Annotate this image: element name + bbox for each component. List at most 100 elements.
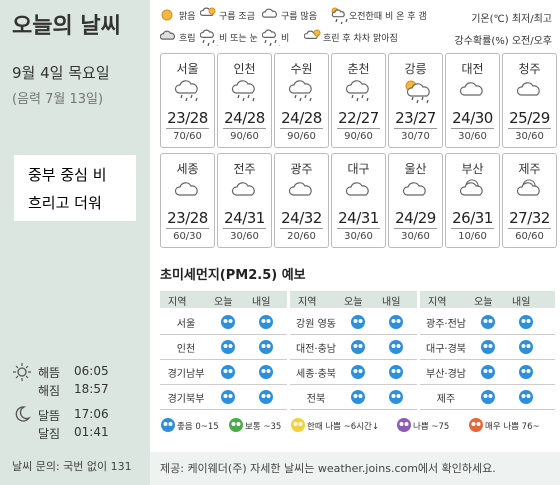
city-name: 세종 [176,162,199,176]
grade-icon [259,340,273,354]
grade-icon [221,340,235,354]
grade-legend-icon [397,418,411,432]
icon-part [207,42,210,46]
city-name: 전주 [233,162,256,176]
temperature: 25/29 [509,109,550,127]
icon-part [288,80,312,94]
weather-icon [345,182,369,196]
temperature: 22/27 [338,109,379,127]
icon-part [526,319,531,323]
icon-part [231,422,236,426]
city-card [388,153,443,248]
moon-label: 달짐 [38,427,61,441]
icon-part [313,29,321,37]
weather-icon [288,182,312,196]
unit-label: 기온(℃) 최저/최고 [471,14,552,25]
rain-chance: 30/60 [344,231,373,242]
temperature: 24/31 [224,209,265,227]
icon-part [519,390,533,404]
legend-label: 비 또는 눈 [219,34,258,44]
sun [17,367,27,377]
icon-part [259,315,273,329]
temperature: 27/32 [509,209,550,227]
icon-part [228,394,233,398]
icon-part [391,394,396,398]
icon-part [174,80,198,94]
icon-part [264,39,267,44]
region: 대전·충남 [296,344,336,355]
icon-part [488,394,493,398]
icon-part [389,315,403,329]
rain-chance: 30/60 [458,131,487,142]
table-header: 지역 [168,297,187,308]
icon-part [396,319,401,323]
legend-icon [161,9,173,21]
rain-chance: 90/60 [230,131,259,142]
temperature: 24/32 [281,209,322,227]
icon-part [361,94,364,99]
weather-icon [174,80,198,102]
divider [280,228,323,229]
rain-chance: 10/60 [458,231,487,242]
summary-line: 흐리고 더워 [28,194,102,212]
unit-label: 강수확률(%) 오전/오후 [454,36,552,47]
city-name: 인천 [233,62,256,76]
icon-part [304,94,307,99]
divider [166,128,209,129]
moon [15,406,31,422]
icon-part [396,394,401,398]
summary-line: 중부 중심 비 [28,166,107,184]
divider [394,228,437,229]
grade-icon [351,365,365,379]
weather-icon [405,80,430,104]
legend-label: 오전한때 비 온 후 갬 [349,12,427,22]
icon-part [521,344,526,348]
grade-legend-icon [229,418,243,432]
icon-part [366,97,369,102]
grade-icon [351,315,365,329]
grade-legend-icon [161,418,175,432]
icon-part [174,182,198,196]
table-header-bg [160,291,287,308]
summary-box [14,155,136,221]
row-line [290,409,417,410]
icon-part [351,390,365,404]
contact: 날씨 문의: 국번 없이 131 [12,460,132,473]
date: 9월 4일 목요일 [12,64,110,82]
city-card [331,53,386,148]
grade-icon [351,340,365,354]
icon-part [299,97,302,102]
table-header: 오늘 [214,297,233,308]
icon-part [195,97,198,102]
divider [451,128,494,129]
icon-part [259,365,273,379]
icon-part [389,365,403,379]
icon-part [185,97,188,102]
temperature: 26/31 [452,209,493,227]
icon-part [519,340,533,354]
icon-part [223,319,228,323]
city-card [274,53,329,148]
icon-part [274,39,277,44]
row-line [420,359,555,360]
icon-part [483,344,488,348]
divider [508,228,551,229]
moon-time: 17:06 [74,407,109,421]
rain-chance: 30/60 [230,231,259,242]
icon-part [416,99,419,104]
footer: 제공: 케이웨더(주) 자세한 날씨는 weather.joins.com에서 … [160,462,496,475]
rain-chance: 60/60 [515,231,544,242]
city-name: 서울 [176,62,199,76]
row-line [160,409,287,410]
grade-legend-label: 매우 나쁨 76~ [485,422,540,432]
icon-part [483,369,488,373]
city-card [274,153,329,248]
icon-part [481,340,495,354]
divider [280,128,323,129]
legend-icon [160,30,175,40]
row-line [420,334,555,335]
icon-part [298,422,303,426]
icon-part [426,99,429,104]
row-line [290,359,417,360]
grade-icon [519,365,533,379]
